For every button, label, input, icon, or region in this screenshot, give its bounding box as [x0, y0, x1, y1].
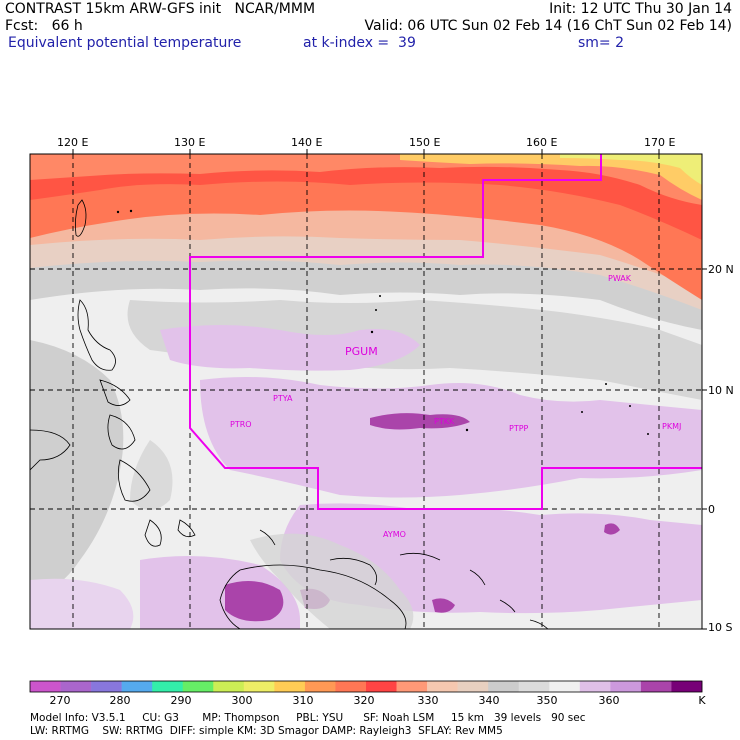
model-title: CONTRAST 15km ARW-GFS init NCAR/MMM — [5, 1, 316, 17]
init-time: Init: 12 UTC Thu 30 Jan 14 — [549, 1, 732, 17]
colorbar-swatch — [304, 681, 336, 692]
colorbar-label: 270 — [49, 694, 71, 707]
colorbar-label: 350 — [536, 694, 558, 707]
colorbar-swatch — [91, 681, 122, 692]
colorbar-swatch — [549, 681, 581, 692]
station-ptkk: PTKK — [434, 417, 455, 426]
colorbar-swatch — [427, 681, 458, 692]
small-islands — [116, 209, 649, 435]
colorbar-swatch — [366, 681, 397, 692]
lon-label: 130 E — [174, 136, 206, 149]
coastlines — [30, 199, 549, 629]
theta-e-field — [30, 154, 702, 629]
lon-label: 120 E — [57, 136, 89, 149]
k-index: at k-index = 39 — [303, 35, 416, 51]
forecast-hour: Fcst: 66 h — [5, 18, 83, 34]
station-pgum: PGUM — [345, 345, 378, 358]
colorbar-swatch — [213, 681, 245, 692]
colorbar-swatch — [274, 681, 306, 692]
region-boundary — [189, 154, 702, 510]
colorbar-label: 360 — [598, 694, 620, 707]
colorbar-swatch — [671, 681, 703, 692]
colorbar-swatch — [488, 681, 520, 692]
station-labels: PGUM PTYA PTRO PTKK PTPP PKMJ PWAK AYMO — [230, 274, 681, 539]
colorbar-label: 340 — [478, 694, 500, 707]
colorbar-swatch — [60, 681, 92, 692]
lon-label: 150 E — [409, 136, 441, 149]
colorbar-swatch — [335, 681, 367, 692]
lat-label: 10 N — [708, 384, 734, 397]
station-ptro: PTRO — [230, 420, 252, 429]
colorbar-swatch — [30, 681, 61, 692]
colorbar-label: 320 — [353, 694, 375, 707]
colorbar-swatch — [640, 681, 672, 692]
map-frame — [29, 153, 703, 630]
station-aymo: AYMO — [383, 530, 406, 539]
colorbar-unit: K — [698, 694, 706, 707]
colorbar-frame — [29, 680, 703, 693]
station-ptpp: PTPP — [509, 424, 529, 433]
colorbar-swatch — [121, 681, 153, 692]
station-pkmj: PKMJ — [662, 422, 681, 431]
colorbar-label: 330 — [417, 694, 439, 707]
lat-label: 20 N — [708, 263, 734, 276]
lat-label: 10 S — [708, 621, 733, 634]
colorbar-swatch — [152, 681, 184, 692]
smoothing: sm= 2 — [578, 35, 625, 51]
colorbar-swatch — [579, 681, 611, 692]
valid-time: Valid: 06 UTC Sun 02 Feb 14 (16 ChT Sun … — [364, 18, 732, 34]
colorbar-label: 310 — [292, 694, 314, 707]
colorbar-swatch — [457, 681, 489, 692]
colorbar-swatch — [518, 681, 550, 692]
colorbar-swatch — [182, 681, 214, 692]
colorbar-label: 290 — [170, 694, 192, 707]
colorbar-swatch — [396, 681, 428, 692]
lon-label: 160 E — [526, 136, 558, 149]
model-info-line2: LW: RRTMG SW: RRTMG DIFF: simple KM: 3D … — [30, 725, 503, 737]
tick-marks — [72, 149, 707, 630]
model-info-line1: Model Info: V3.5.1 CU: G3 MP: Thompson P… — [30, 712, 586, 724]
station-pwak: PWAK — [608, 274, 632, 283]
lat-label: 0 — [708, 503, 715, 516]
station-ptya: PTYA — [273, 394, 293, 403]
colorbar-label: 280 — [109, 694, 131, 707]
colorbar-label: 300 — [231, 694, 253, 707]
field-name: Equivalent potential temperature — [8, 35, 242, 51]
lon-label: 140 E — [291, 136, 323, 149]
colorbar — [29, 680, 703, 693]
colorbar-swatch — [243, 681, 275, 692]
lon-label: 170 E — [644, 136, 676, 149]
colorbar-swatch — [610, 681, 642, 692]
